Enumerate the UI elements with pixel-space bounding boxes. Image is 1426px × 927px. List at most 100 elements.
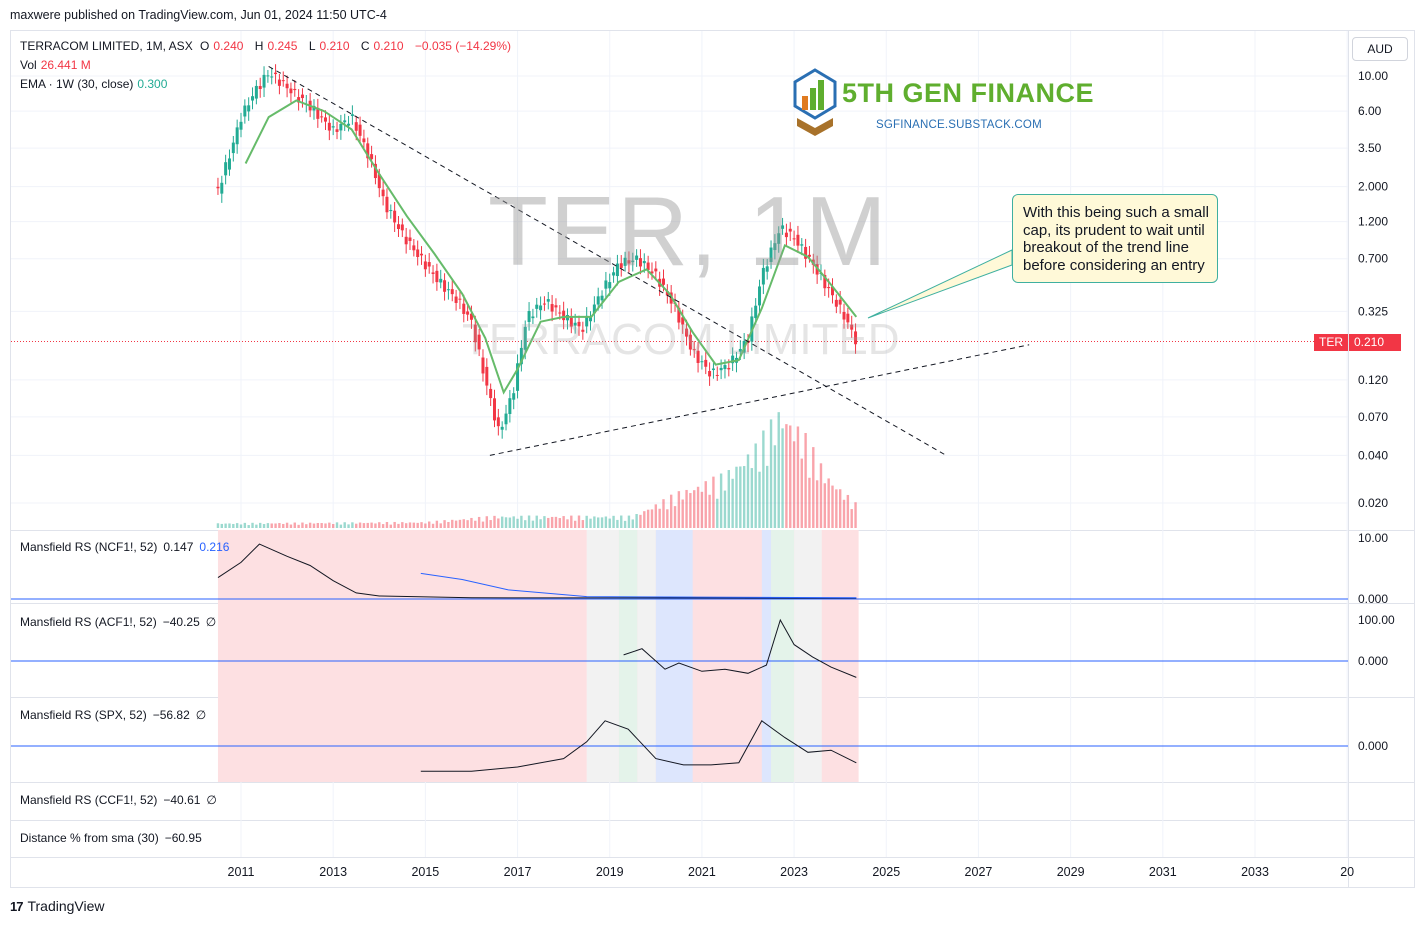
candle-body: [850, 324, 854, 330]
candle-body: [297, 97, 301, 103]
volume-bar: [224, 523, 227, 528]
candle-body: [408, 237, 412, 241]
candle-body: [761, 267, 765, 285]
candle-body: [615, 263, 619, 277]
ema-legend[interactable]: EMA · 1W (30, close) 0.300: [20, 77, 168, 91]
candle-body: [542, 303, 546, 305]
candle-body: [569, 316, 573, 327]
volume-bar: [842, 499, 846, 528]
volume-bar: [412, 522, 416, 528]
volume-bar: [573, 520, 577, 528]
indicator-legend-ncf[interactable]: Mansfield RS (NCF1!, 52) 0.147 0.216: [20, 540, 230, 554]
candle-body: [458, 298, 462, 300]
candle-body: [270, 76, 274, 78]
volume-bar: [266, 523, 270, 528]
volume-bar: [689, 493, 692, 528]
annotation-callout[interactable]: With this being such a small cap, its pr…: [1012, 194, 1218, 283]
candle-body: [274, 72, 278, 75]
volume-bar: [608, 518, 611, 528]
tradingview-brand[interactable]: 17 TradingView: [10, 898, 105, 914]
candle-body: [754, 305, 758, 319]
x-tick-label: 20: [1340, 865, 1354, 879]
candle-body: [489, 388, 493, 399]
volume-bar: [500, 516, 504, 528]
volume-bar: [251, 522, 254, 528]
candle-body: [834, 299, 838, 307]
volume-bar: [474, 520, 477, 528]
candle-body: [446, 289, 450, 291]
volume-bar: [343, 522, 346, 528]
company-watermark: TERRACOM LIMITED: [462, 315, 900, 364]
volume-bar: [804, 432, 807, 528]
price-tick-label: 0.700: [1358, 252, 1388, 266]
candle-body: [546, 299, 550, 302]
candle-body: [665, 291, 669, 296]
candle-body: [224, 162, 228, 176]
regime-band: [618, 530, 638, 782]
chart-background: [10, 30, 1415, 888]
candle-body: [642, 260, 646, 264]
volume-bar: [454, 520, 458, 528]
volume-legend[interactable]: Vol 26.441 M: [20, 58, 91, 72]
volume-bar: [516, 518, 519, 528]
candle-body: [481, 357, 485, 374]
volume-bar: [466, 520, 469, 528]
x-tick-label: 2027: [965, 865, 993, 879]
volume-bar: [746, 454, 750, 528]
candle-body: [239, 121, 243, 130]
candle-body: [396, 224, 400, 229]
candle-body: [592, 304, 596, 314]
spx-rs-line: [420, 720, 857, 772]
candle-body: [247, 105, 251, 112]
currency-button[interactable]: AUD: [1352, 37, 1408, 61]
volume-bar: [631, 519, 634, 528]
indicator-legend-distance[interactable]: Distance % from sma (30) −60.95: [20, 831, 202, 845]
volume-bar: [424, 523, 427, 528]
candle-body: [596, 296, 600, 305]
x-tick-label: 2021: [688, 865, 716, 879]
ncf-rs-line: [217, 543, 857, 599]
volume-bar: [669, 494, 673, 528]
candle-body: [589, 317, 593, 322]
candle-body: [527, 310, 531, 322]
volume-bar: [535, 515, 538, 528]
candle-body: [723, 365, 727, 370]
volume-bar: [693, 490, 696, 528]
ncf-rs-ma-line: [420, 572, 857, 599]
candle-body: [466, 311, 470, 315]
indicator-legend-spx[interactable]: Mansfield RS (SPX, 52) −56.82 ∅: [20, 708, 207, 722]
symbol-header[interactable]: TERRACOM LIMITED, 1M, ASX O 0.240 H 0.245 …: [20, 39, 515, 53]
candle-body: [600, 295, 604, 301]
logo-subtitle[interactable]: SGFINANCE.SUBSTACK.COM: [876, 119, 1042, 131]
candle-body: [404, 236, 408, 245]
volume-bar: [719, 473, 723, 528]
volume-bar: [742, 466, 746, 528]
indicator-legend-acf[interactable]: Mansfield RS (ACF1!, 52) −40.25 ∅: [20, 615, 217, 629]
price-tick-label: 0.020: [1358, 496, 1388, 510]
candle-body: [685, 328, 689, 337]
volume-bar: [420, 522, 423, 528]
volume-bar: [620, 515, 623, 528]
regime-band: [771, 530, 795, 782]
candle-body: [581, 329, 585, 332]
volume-bar: [570, 515, 573, 528]
volume-bar: [827, 478, 830, 528]
volume-bar: [458, 519, 462, 528]
candle-body: [385, 196, 389, 213]
price-tick-label: 1.200: [1358, 215, 1388, 229]
x-tick-label: 2017: [504, 865, 532, 879]
indicator-legend-ccf[interactable]: Mansfield RS (CCF1!, 52) −40.61 ∅: [20, 793, 217, 807]
volume-bar: [581, 520, 585, 528]
volume-bars: [216, 412, 857, 528]
volume-bar: [658, 508, 661, 528]
volume-bar: [681, 499, 684, 528]
volume-bar: [331, 524, 335, 528]
candle-body: [427, 262, 431, 267]
candle-body: [623, 257, 627, 266]
callout-pointer: [867, 249, 1013, 319]
volume-bar: [374, 523, 377, 528]
volume-bar: [543, 516, 546, 528]
candle-body: [784, 232, 788, 238]
candle-body: [827, 287, 831, 289]
